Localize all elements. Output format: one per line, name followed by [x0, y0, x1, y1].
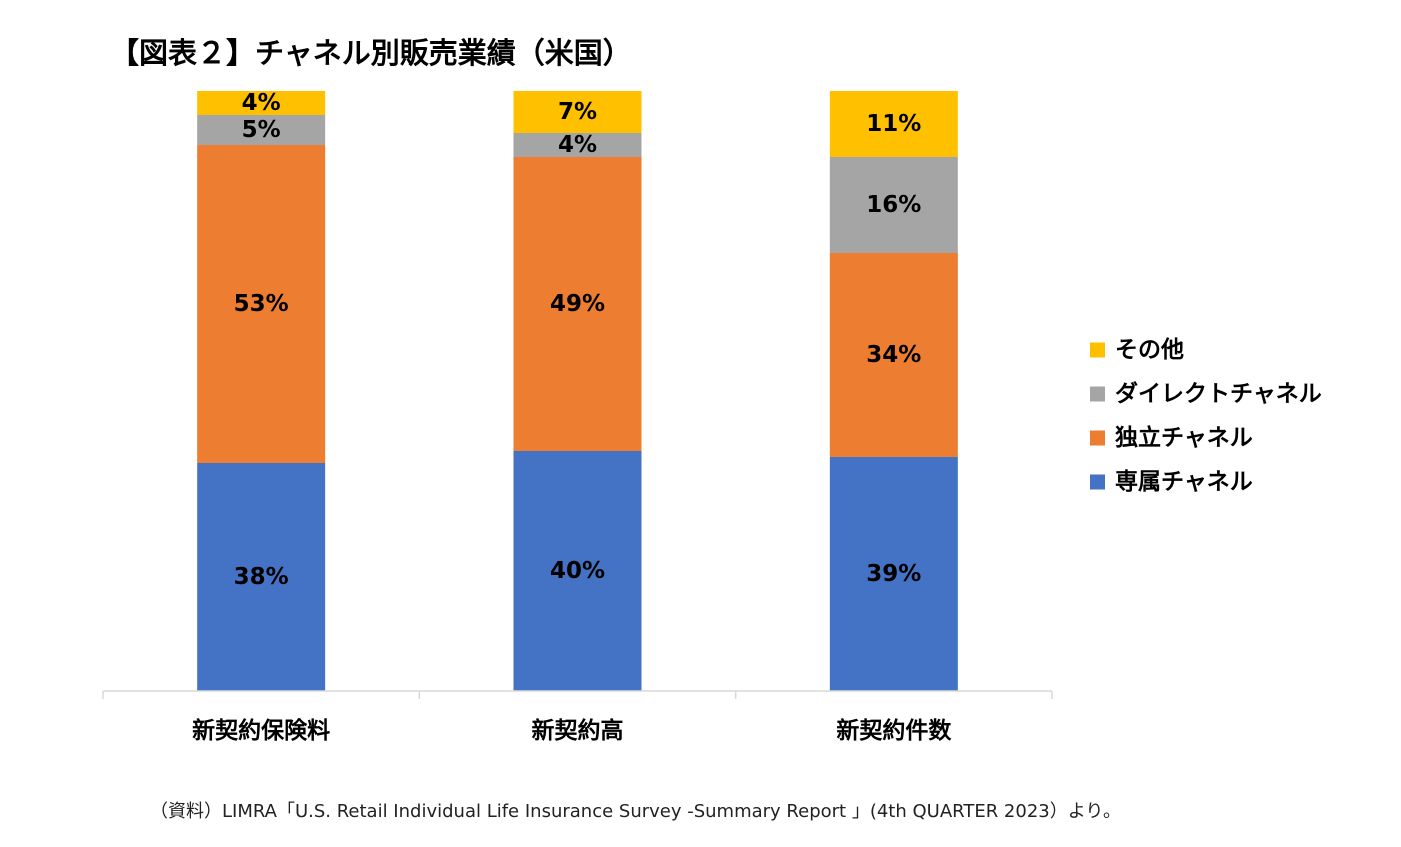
data-label-2-2: 49% — [550, 291, 605, 317]
data-label-3-4: 11% — [866, 111, 921, 137]
bars-group: 38%53%5%4%40%49%4%7%39%34%16%11% — [197, 90, 958, 691]
data-label-3-2: 34% — [866, 342, 921, 368]
data-label-3-3: 16% — [866, 192, 921, 218]
legend-label-4: 専属チャネル — [1115, 469, 1253, 495]
legend-swatch-2 — [1090, 387, 1105, 402]
legend-swatch-3 — [1090, 431, 1105, 446]
legend-label-2: ダイレクトチャネル — [1115, 380, 1322, 407]
data-label-1-3: 5% — [242, 117, 281, 143]
source-note: （資料）LIMRA「U.S. Retail Individual Life In… — [150, 797, 1121, 823]
x-axis: 新契約保険料 新契約高 新契約件数 — [103, 691, 1052, 744]
category-label-2: 新契約高 — [532, 717, 624, 744]
data-label-1-4: 4% — [242, 90, 281, 116]
legend-swatch-1 — [1090, 343, 1105, 358]
data-label-2-4: 7% — [558, 99, 597, 125]
data-label-1-2: 53% — [234, 291, 289, 317]
data-label-3-1: 39% — [866, 561, 921, 587]
category-label-3: 新契約件数 — [836, 717, 952, 744]
data-label-1-1: 38% — [234, 564, 289, 590]
data-label-2-3: 4% — [558, 132, 597, 158]
legend-swatch-4 — [1090, 475, 1105, 490]
data-label-2-1: 40% — [550, 558, 605, 584]
stacked-bar-chart: 38%53%5%4%40%49%4%7%39%34%16%11% 新契約保険料新… — [0, 0, 1401, 780]
legend-label-3: 独立チャネル — [1115, 424, 1253, 451]
category-label-1: 新契約保険料 — [192, 717, 330, 744]
legend-label-1: その他 — [1115, 337, 1184, 363]
